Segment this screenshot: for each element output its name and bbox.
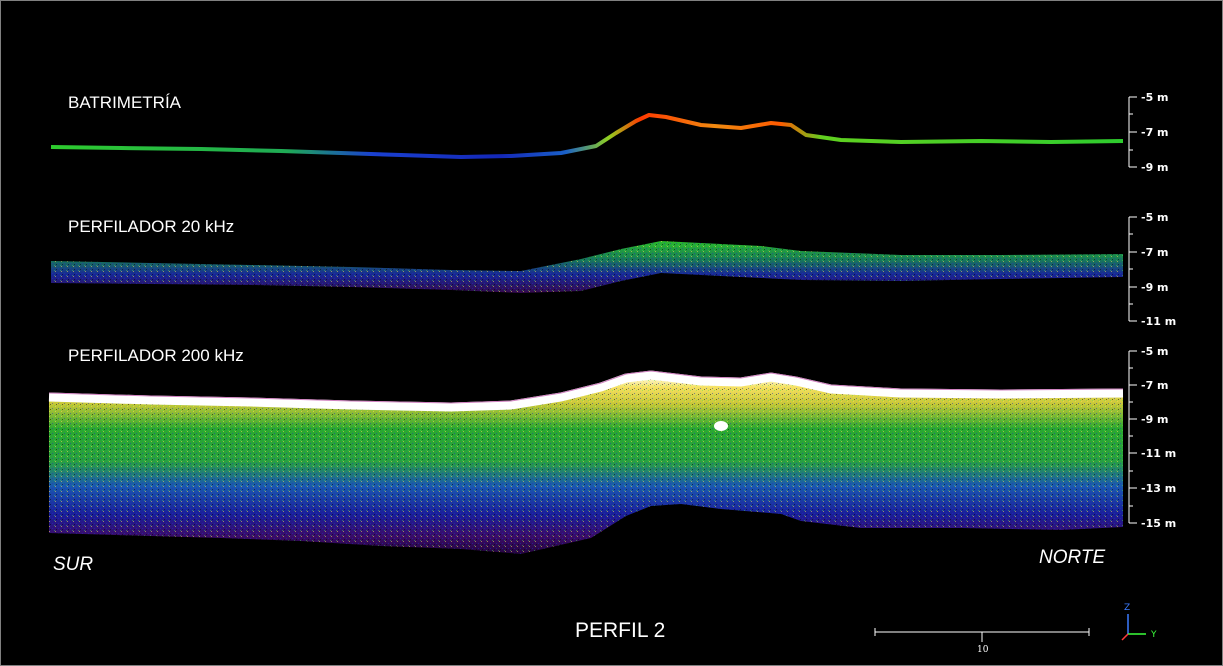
depth-tick-label: -13 m xyxy=(1141,482,1176,495)
depth-tick-label: -7 m xyxy=(1141,246,1169,259)
depth-tick-label: -7 m xyxy=(1141,379,1169,392)
axis-y-label: Y xyxy=(1150,630,1157,640)
sbp-20khz-texture xyxy=(51,241,1123,293)
depth-tick-label: -9 m xyxy=(1141,281,1169,294)
depth-tick-label: -9 m xyxy=(1141,413,1169,426)
axis-indicator: Z Y xyxy=(1121,603,1157,641)
panel-title-bathymetry: BATRIMETRÍA xyxy=(68,93,182,112)
depth-tick-label: -11 m xyxy=(1141,315,1176,328)
depth-tick-label: -9 m xyxy=(1141,161,1169,174)
depth-tick-label: -5 m xyxy=(1141,91,1169,104)
sbp-200khz-anomaly xyxy=(714,421,728,431)
horizontal-scale-bar: 10 xyxy=(874,628,1090,655)
direction-label-north: NORTE xyxy=(1039,547,1106,568)
direction-label-south: SUR xyxy=(53,554,94,575)
depth-scale-20khz: -5 m -7 m -9 m -11 m xyxy=(1128,211,1176,328)
panel-title-200khz: PERFILADOR 200 kHz xyxy=(68,346,244,365)
sbp-200khz-surface-halo xyxy=(48,370,1124,404)
axis-z-label: Z xyxy=(1124,603,1130,613)
scale-bar-label: 10 xyxy=(977,645,989,655)
depth-tick-label: -5 m xyxy=(1141,211,1169,224)
depth-tick-label: -15 m xyxy=(1141,517,1176,530)
depth-scale-200khz: -5 m -7 m -9 m -11 m -13 m -15 m xyxy=(1128,345,1176,530)
profile-title: PERFIL 2 xyxy=(575,619,666,642)
depth-tick-label: -5 m xyxy=(1141,345,1169,358)
sbp-200khz-texture xyxy=(49,375,1123,554)
depth-scale-bathymetry: -5 m -7 m -9 m xyxy=(1128,91,1169,174)
panel-title-20khz: PERFILADOR 20 kHz xyxy=(68,217,235,236)
depth-tick-label: -7 m xyxy=(1141,126,1169,139)
depth-tick-label: -11 m xyxy=(1141,447,1176,460)
bathymetry-profile-line xyxy=(50,113,1124,159)
sbp-200khz-seabed-reflector xyxy=(48,370,1124,412)
